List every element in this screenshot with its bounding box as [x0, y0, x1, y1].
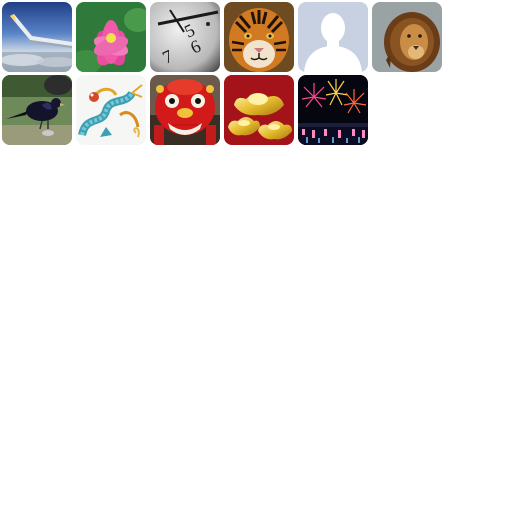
fireworks-icon — [298, 75, 368, 145]
avatar-option-clock[interactable]: 5 6 7 — [150, 2, 220, 72]
clock-icon: 5 6 7 — [150, 2, 220, 72]
profile-silhouette-icon — [298, 2, 368, 72]
avatar-option-airplane[interactable] — [2, 2, 72, 72]
avatar-option-fireworks[interactable] — [298, 75, 368, 145]
tiger-icon — [224, 2, 294, 72]
avatar-picker-grid: 5 6 7 — [2, 2, 442, 145]
avatar-option-default-profile[interactable] — [298, 2, 368, 72]
avatar-option-gold-ingots[interactable] — [224, 75, 294, 145]
avatar-option-tiger[interactable] — [224, 2, 294, 72]
avatar-option-bird[interactable] — [2, 75, 72, 145]
lotus-icon — [76, 2, 146, 72]
airplane-wing-icon — [2, 2, 72, 72]
avatar-option-lion[interactable] — [372, 2, 442, 72]
gold-ingot-icon — [224, 75, 294, 145]
avatar-option-lotus[interactable] — [76, 2, 146, 72]
dragon-icon — [76, 75, 146, 145]
avatar-option-dragon[interactable] — [76, 75, 146, 145]
lion-icon — [372, 2, 442, 72]
bird-icon — [2, 75, 72, 145]
avatar-option-lion-dance[interactable] — [150, 75, 220, 145]
lion-dance-icon — [150, 75, 220, 145]
